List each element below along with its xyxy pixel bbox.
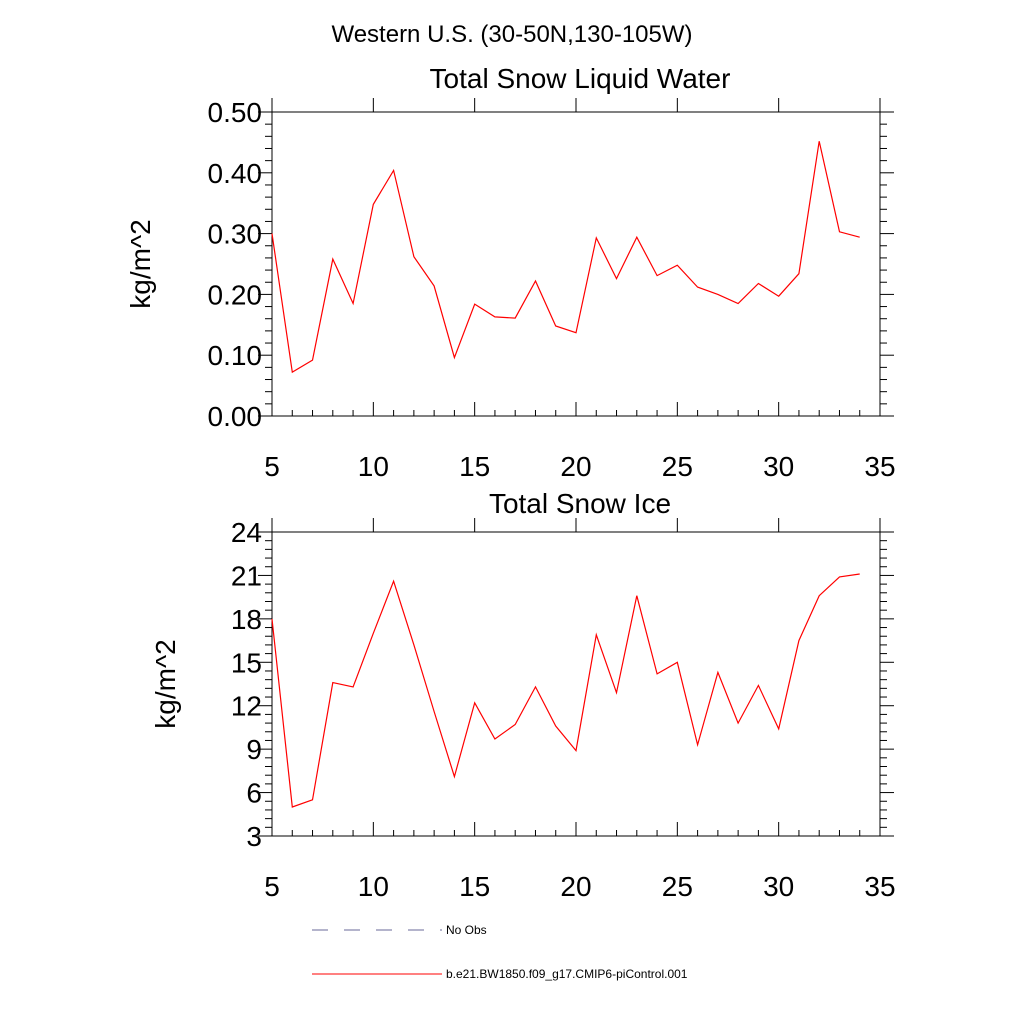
x-tick-label: 5	[264, 451, 280, 482]
series-line-snow-liquid-water	[271, 141, 860, 374]
x-tick-label: 25	[662, 871, 693, 902]
figure-suptitle: Western U.S. (30-50N,130-105W)	[331, 21, 692, 48]
y-tick-label: 12	[231, 691, 262, 722]
y-tick-label: 15	[231, 647, 262, 678]
x-tick-label: 30	[763, 871, 794, 902]
y-axis-label-snow-ice: kg/m^2	[150, 639, 181, 728]
y-tick-label: 0.40	[208, 158, 263, 189]
x-tick-label: 5	[264, 871, 280, 902]
x-tick-label: 25	[662, 451, 693, 482]
x-tick-label: 20	[560, 451, 591, 482]
plot-frame-snow-liquid-water	[271, 111, 881, 417]
legend: No Obs b.e21.BW1850.f09_g17.CMIP6-piCont…	[312, 923, 688, 981]
chart-title-snow-ice: Total Snow Ice	[489, 488, 671, 519]
x-tick-label: 15	[459, 451, 490, 482]
y-tick-label: 0.10	[208, 340, 263, 371]
x-tick-label: 15	[459, 871, 490, 902]
y-tick-label: 6	[246, 778, 262, 809]
x-tick-label: 35	[864, 871, 895, 902]
x-tick-label: 20	[560, 871, 591, 902]
x-tick-label: 10	[358, 451, 389, 482]
y-tick-label: 3	[246, 821, 262, 852]
y-tick-label: 18	[231, 604, 262, 635]
y-tick-label: 0.30	[208, 219, 263, 250]
y-tick-label: 24	[231, 517, 262, 548]
y-axis-label-snow-liquid-water: kg/m^2	[125, 219, 156, 308]
chart-title-snow-liquid-water: Total Snow Liquid Water	[430, 63, 731, 94]
y-tick-label: 0.20	[208, 279, 263, 310]
y-tick-label: 21	[231, 560, 262, 591]
legend-label-model: b.e21.BW1850.f09_g17.CMIP6-piControl.001	[446, 967, 688, 981]
y-tick-label: 0.00	[208, 401, 263, 432]
x-tick-label: 10	[358, 871, 389, 902]
panel-snow-ice: Total Snow Ice kg/m^2 5 10 15 20 25 30 35 3 6 9 12 15…	[150, 488, 896, 902]
legend-label-no-obs: No Obs	[446, 923, 487, 937]
x-tick-label: 30	[763, 451, 794, 482]
x-tick-label: 35	[864, 451, 895, 482]
y-tick-label: 0.50	[208, 97, 263, 128]
panel-snow-liquid-water: Total Snow Liquid Water kg/m^2 5 10 15 20 25 30…	[125, 63, 896, 482]
series-line-snow-ice	[271, 573, 860, 808]
y-tick-label: 9	[246, 734, 262, 765]
